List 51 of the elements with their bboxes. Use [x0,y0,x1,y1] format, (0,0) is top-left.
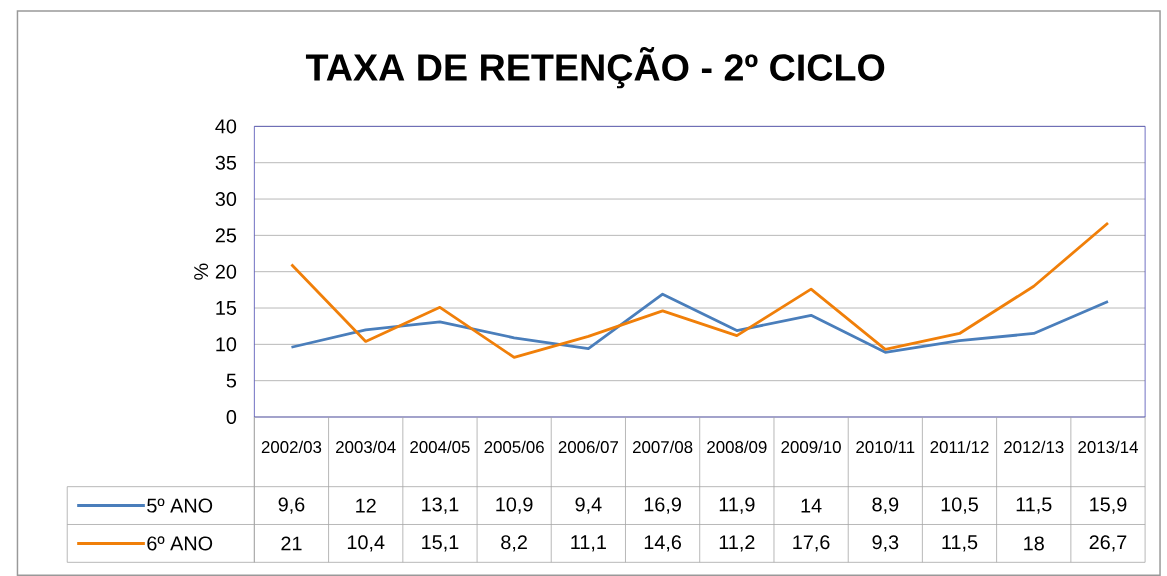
data-label: 15,1 [422,535,459,552]
data-label: 9,3 [872,535,899,552]
y-tick-label: 35 [215,155,237,170]
legend-label: 6º ANO [147,536,213,551]
data-label: 12 [356,498,376,513]
x-tick-label: 2013/14 [1078,440,1138,453]
chart-title: TAXA DE RETENÇÃO - 2º CICLO [305,46,885,89]
line-series [290,221,1110,359]
line-series [290,292,1110,354]
y-tick-label: 20 [215,264,237,279]
x-tick-label: 2011/12 [930,440,989,453]
y-axis-title: % [194,263,209,280]
x-tick-label: 2002/03 [261,440,322,453]
data-label: 8,9 [872,497,899,514]
data-label: 8,2 [501,535,527,552]
x-tick-label: 2008/09 [707,440,767,453]
x-tick-label: 2003/04 [336,440,396,453]
data-label: 11,5 [1016,497,1052,514]
y-tick-label: 15 [216,300,237,315]
x-tick-label: 2010/11 [856,440,915,453]
y-tick-label: 30 [215,191,237,206]
data-label: 13,1 [422,497,459,514]
data-label: 11,9 [719,497,755,514]
data-label: 11,2 [719,535,755,552]
x-tick-label: 2006/07 [558,440,618,453]
y-tick-label: 5 [226,373,237,388]
data-label: 11,1 [571,535,606,552]
x-tick-label: 2009/10 [781,440,841,453]
data-label: 10,9 [496,497,533,514]
y-tick-label: 40 [215,119,237,134]
data-label: 11,5 [942,535,978,552]
data-label: 15,9 [1090,497,1127,514]
data-label: 10,5 [941,497,978,514]
x-tick-label: 2004/05 [410,440,470,453]
legend-label: 5º ANO [147,498,213,513]
data-label: 26,7 [1089,535,1127,552]
data-label: 9,4 [575,497,602,514]
data-label: 16,9 [644,497,681,514]
data-label: 14,6 [644,535,682,552]
y-tick-label: 25 [215,228,237,243]
y-tick-label: 0 [226,409,237,424]
y-tick-label: 10 [216,337,237,352]
data-label: 21 [281,536,302,551]
data-label: 10,4 [347,535,385,552]
data-label: 14 [801,498,822,513]
data-label: 17,6 [793,535,830,552]
x-tick-label: 2007/08 [633,440,693,453]
data-label: 9,6 [278,497,305,514]
data-label: 18 [1024,536,1044,551]
x-tick-label: 2012/13 [1004,440,1064,453]
x-tick-label: 2005/06 [484,440,544,453]
